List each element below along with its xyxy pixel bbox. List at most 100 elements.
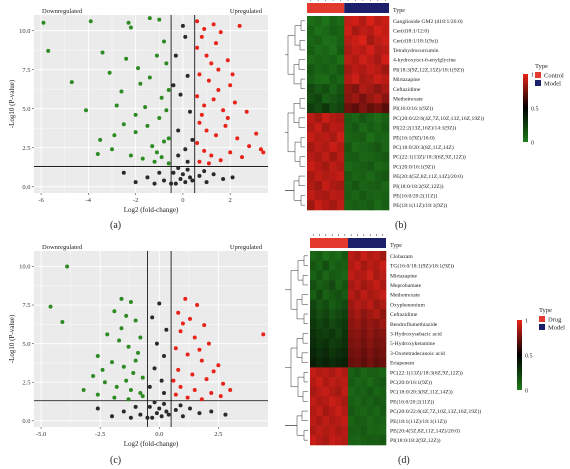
heatmap-cell <box>335 328 342 339</box>
data-point <box>157 170 162 175</box>
legend-title: Type <box>535 63 548 70</box>
heatmap-cell <box>316 251 323 261</box>
heatmap-cell <box>381 113 390 123</box>
data-point <box>145 415 150 420</box>
heatmap-cell <box>310 435 317 446</box>
heatmap-cell <box>336 190 345 201</box>
heatmap-cell <box>310 406 317 417</box>
data-point <box>221 381 226 386</box>
heatmap-cell <box>373 338 380 349</box>
heatmap-cell <box>336 103 345 114</box>
heatmap-cell <box>307 122 315 133</box>
heatmap-cell <box>329 425 336 436</box>
heatmap-cell <box>336 142 345 153</box>
row-label: Mirtazapine <box>393 77 421 83</box>
data-point <box>225 58 230 63</box>
heatmap-cell <box>314 54 323 65</box>
heatmap-cell <box>321 190 330 201</box>
heatmap-cell <box>351 142 360 153</box>
heatmap-cell <box>307 54 315 65</box>
heatmap-cell <box>374 142 382 153</box>
data-point <box>244 109 249 114</box>
heatmap-cell <box>344 151 353 162</box>
heatmap-cell <box>341 396 349 407</box>
data-point <box>110 414 114 419</box>
data-point <box>159 414 164 419</box>
heatmap-cell <box>374 122 382 133</box>
heatmap-cell <box>335 377 342 388</box>
heatmap-cell <box>322 280 330 291</box>
heatmap-cell <box>348 289 355 300</box>
data-point <box>65 264 70 269</box>
heatmap-cell <box>321 25 330 36</box>
volcano-plot-a: -6 -4 -2 0 2 0.0 2.5 5.0 7.5 10.0 Downregulated Upr… <box>8 8 268 214</box>
data-point <box>164 108 169 113</box>
data-point <box>140 394 145 399</box>
heatmap-cell <box>321 74 330 85</box>
panel-label-b: (b) <box>395 220 407 231</box>
heatmap-cell <box>381 190 390 201</box>
heatmap-cell <box>336 200 345 211</box>
data-point <box>105 332 110 337</box>
heatmap-cell <box>348 415 355 426</box>
data-point <box>100 50 105 55</box>
data-point <box>258 147 263 152</box>
heatmap-cell <box>360 377 368 388</box>
data-point <box>88 19 93 24</box>
heatmap-cell <box>348 318 355 329</box>
heatmap-cell <box>329 396 336 407</box>
heatmap-cell <box>316 299 323 310</box>
heatmap-cell <box>354 367 361 378</box>
data-point <box>173 408 178 413</box>
heatmap-cell <box>314 93 323 104</box>
heatmap-cell <box>379 396 387 407</box>
data-point <box>147 404 152 409</box>
heatmap-cell <box>310 348 317 358</box>
heatmap-cell <box>367 338 374 349</box>
heatmap-cell <box>366 45 375 56</box>
legend-label: Drug <box>548 317 562 324</box>
row-label: Ganglioside GM2 (d18:1/26:0) <box>393 18 463 25</box>
heatmap-cell <box>329 142 338 153</box>
legend-title: Type <box>539 307 552 314</box>
heatmap-cell <box>341 318 349 329</box>
volcano-plot-c: -5.0 -2.5 0.0 2.5 0.0 2.5 5.0 7.5 10.0 Downregula… <box>8 244 268 448</box>
heatmap-cell <box>359 16 367 26</box>
data-point <box>157 406 162 411</box>
y-axis-label: -Log10 (P-value) <box>8 79 16 128</box>
data-point <box>112 395 117 400</box>
heatmap-cell <box>329 132 338 143</box>
data-point <box>211 97 216 102</box>
heatmap-cell <box>329 406 336 417</box>
heatmap-cell <box>336 74 345 85</box>
heatmap-cell <box>316 377 323 388</box>
heatmap-cell <box>307 190 315 201</box>
data-point <box>195 141 200 146</box>
heatmap-cell <box>366 103 375 114</box>
heatmap-cell <box>354 415 361 426</box>
heatmap-cell <box>374 45 382 56</box>
heatmap-cell <box>374 54 382 65</box>
heatmap-cell <box>360 289 368 300</box>
heatmap-cell <box>341 425 349 436</box>
data-point <box>180 321 185 326</box>
plot-area <box>34 15 268 193</box>
data-point <box>114 384 119 389</box>
heatmap-cell <box>329 338 336 349</box>
data-point <box>202 103 207 108</box>
y-tick-label: 10.0 <box>19 28 30 35</box>
data-point <box>171 170 176 175</box>
heatmap-cell <box>379 260 387 271</box>
heatmap-cell <box>373 386 380 397</box>
x-axis-label: Log2 (fold-change) <box>124 440 179 448</box>
heatmap-cell <box>335 367 342 378</box>
data-point <box>162 401 166 406</box>
data-point <box>166 161 171 166</box>
annotation-title: Type <box>393 8 405 14</box>
heatmap-cell <box>381 16 390 26</box>
data-point <box>199 397 204 402</box>
data-point <box>138 412 143 417</box>
legend-label: Model <box>544 81 561 88</box>
data-point <box>178 92 183 97</box>
heatmap-cell <box>367 425 374 436</box>
